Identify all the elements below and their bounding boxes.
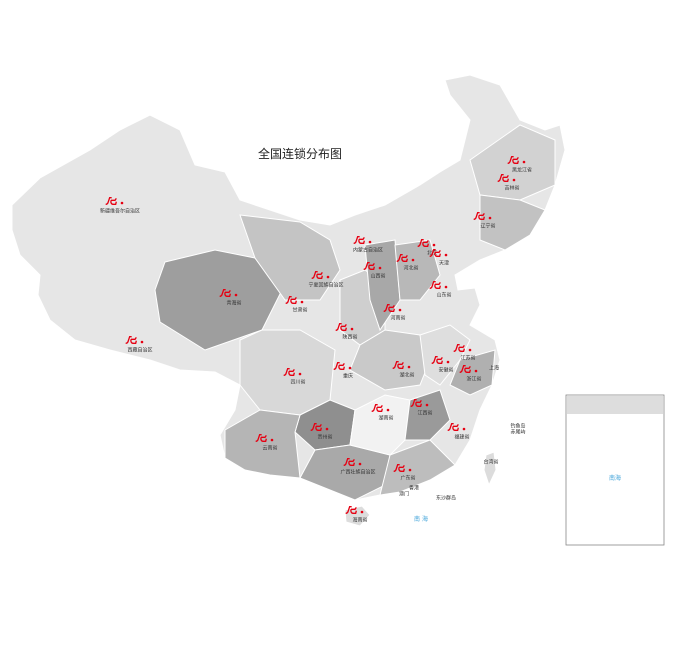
store-dot: [300, 300, 304, 304]
store-dot: [386, 408, 390, 412]
store-dot: [522, 160, 526, 164]
region-label: 赤尾屿: [510, 429, 525, 436]
store-dot: [360, 510, 364, 514]
region: [394, 239, 441, 301]
store-dot: [462, 427, 466, 431]
region: [449, 349, 496, 396]
region-label: 重庆: [343, 373, 353, 380]
region-label: 山西省: [370, 273, 385, 280]
store-dot: [378, 266, 382, 270]
store-dot: [512, 178, 516, 182]
store-dot: [326, 275, 330, 279]
store-dot: [358, 462, 362, 466]
store-dot: [474, 369, 478, 373]
region-label: 青海省: [226, 300, 241, 307]
inset-sea-label: 南海: [609, 474, 621, 482]
region-label: 上海: [489, 365, 499, 372]
store-dot: [446, 360, 450, 364]
region-label: 陕西省: [342, 334, 357, 341]
region-label: 广东省: [400, 475, 415, 482]
region-label: 香港: [409, 485, 419, 492]
region-label: 江西省: [417, 410, 432, 417]
store-dot: [140, 340, 144, 344]
store-dot: [298, 372, 302, 376]
region: [239, 214, 341, 301]
region-label: 甘肃省: [292, 307, 307, 314]
region-label: 云南省: [262, 445, 277, 452]
region-label: 河北省: [403, 265, 418, 272]
sea-label: 南 海: [414, 515, 428, 523]
store-dot: [408, 468, 412, 472]
region-label: 四川省: [290, 379, 305, 386]
region: [479, 194, 546, 251]
region-label: 广西壮族自治区: [340, 469, 375, 476]
store-dot: [325, 427, 329, 431]
region-label: 台湾省: [483, 459, 498, 466]
store-dot: [350, 327, 354, 331]
store-dot: [398, 308, 402, 312]
store-dot: [368, 240, 372, 244]
region-label: 天津: [439, 260, 449, 267]
region-label: 钓鱼岛: [510, 423, 525, 430]
taiwan: [483, 451, 497, 487]
map-title: 全国连锁分布图: [258, 146, 342, 161]
region: [239, 329, 336, 416]
region-label: 河南省: [390, 315, 405, 322]
labels: 黑龙江省吉林省辽宁省新疆维吾尔自治区内蒙古自治区北京天津河北省山西省宁夏回族自治…: [100, 156, 532, 524]
region-label: 辽宁省: [480, 223, 495, 230]
store-dot: [411, 258, 415, 262]
region-label: 海南省: [352, 517, 367, 524]
region-label: 西藏自治区: [127, 347, 152, 354]
region-label: 安徽省: [438, 367, 453, 374]
store-dot: [488, 216, 492, 220]
store-dot: [348, 366, 352, 370]
region-label: 吉林省: [504, 185, 519, 192]
store-dot: [120, 201, 124, 205]
store-dot: [425, 403, 429, 407]
store-dot: [444, 253, 448, 257]
region-label: 山东省: [436, 292, 451, 299]
store-dot: [468, 348, 472, 352]
region-label: 东沙群岛: [436, 495, 456, 502]
region-label: 澳门: [399, 491, 409, 498]
store-dot: [444, 285, 448, 289]
store-dot: [270, 438, 274, 442]
region-label: 福建省: [454, 434, 469, 441]
region-label: 浙江省: [466, 376, 481, 383]
region-label: 湖北省: [399, 372, 414, 379]
store-dot: [407, 365, 411, 369]
store-dot: [432, 243, 436, 247]
region-label: 宁夏回族自治区: [308, 282, 343, 289]
region-label: 新疆维吾尔自治区: [100, 208, 140, 215]
region-label: 江苏省: [460, 355, 475, 362]
region-label: 内蒙古自治区: [353, 247, 383, 254]
region-label: 黑龙江省: [512, 167, 532, 174]
store-dot: [234, 293, 238, 297]
inset-frame: [565, 394, 665, 546]
region-label: 湖南省: [378, 415, 393, 422]
inset-land: [567, 396, 663, 414]
region-label: 贵州省: [317, 434, 332, 441]
